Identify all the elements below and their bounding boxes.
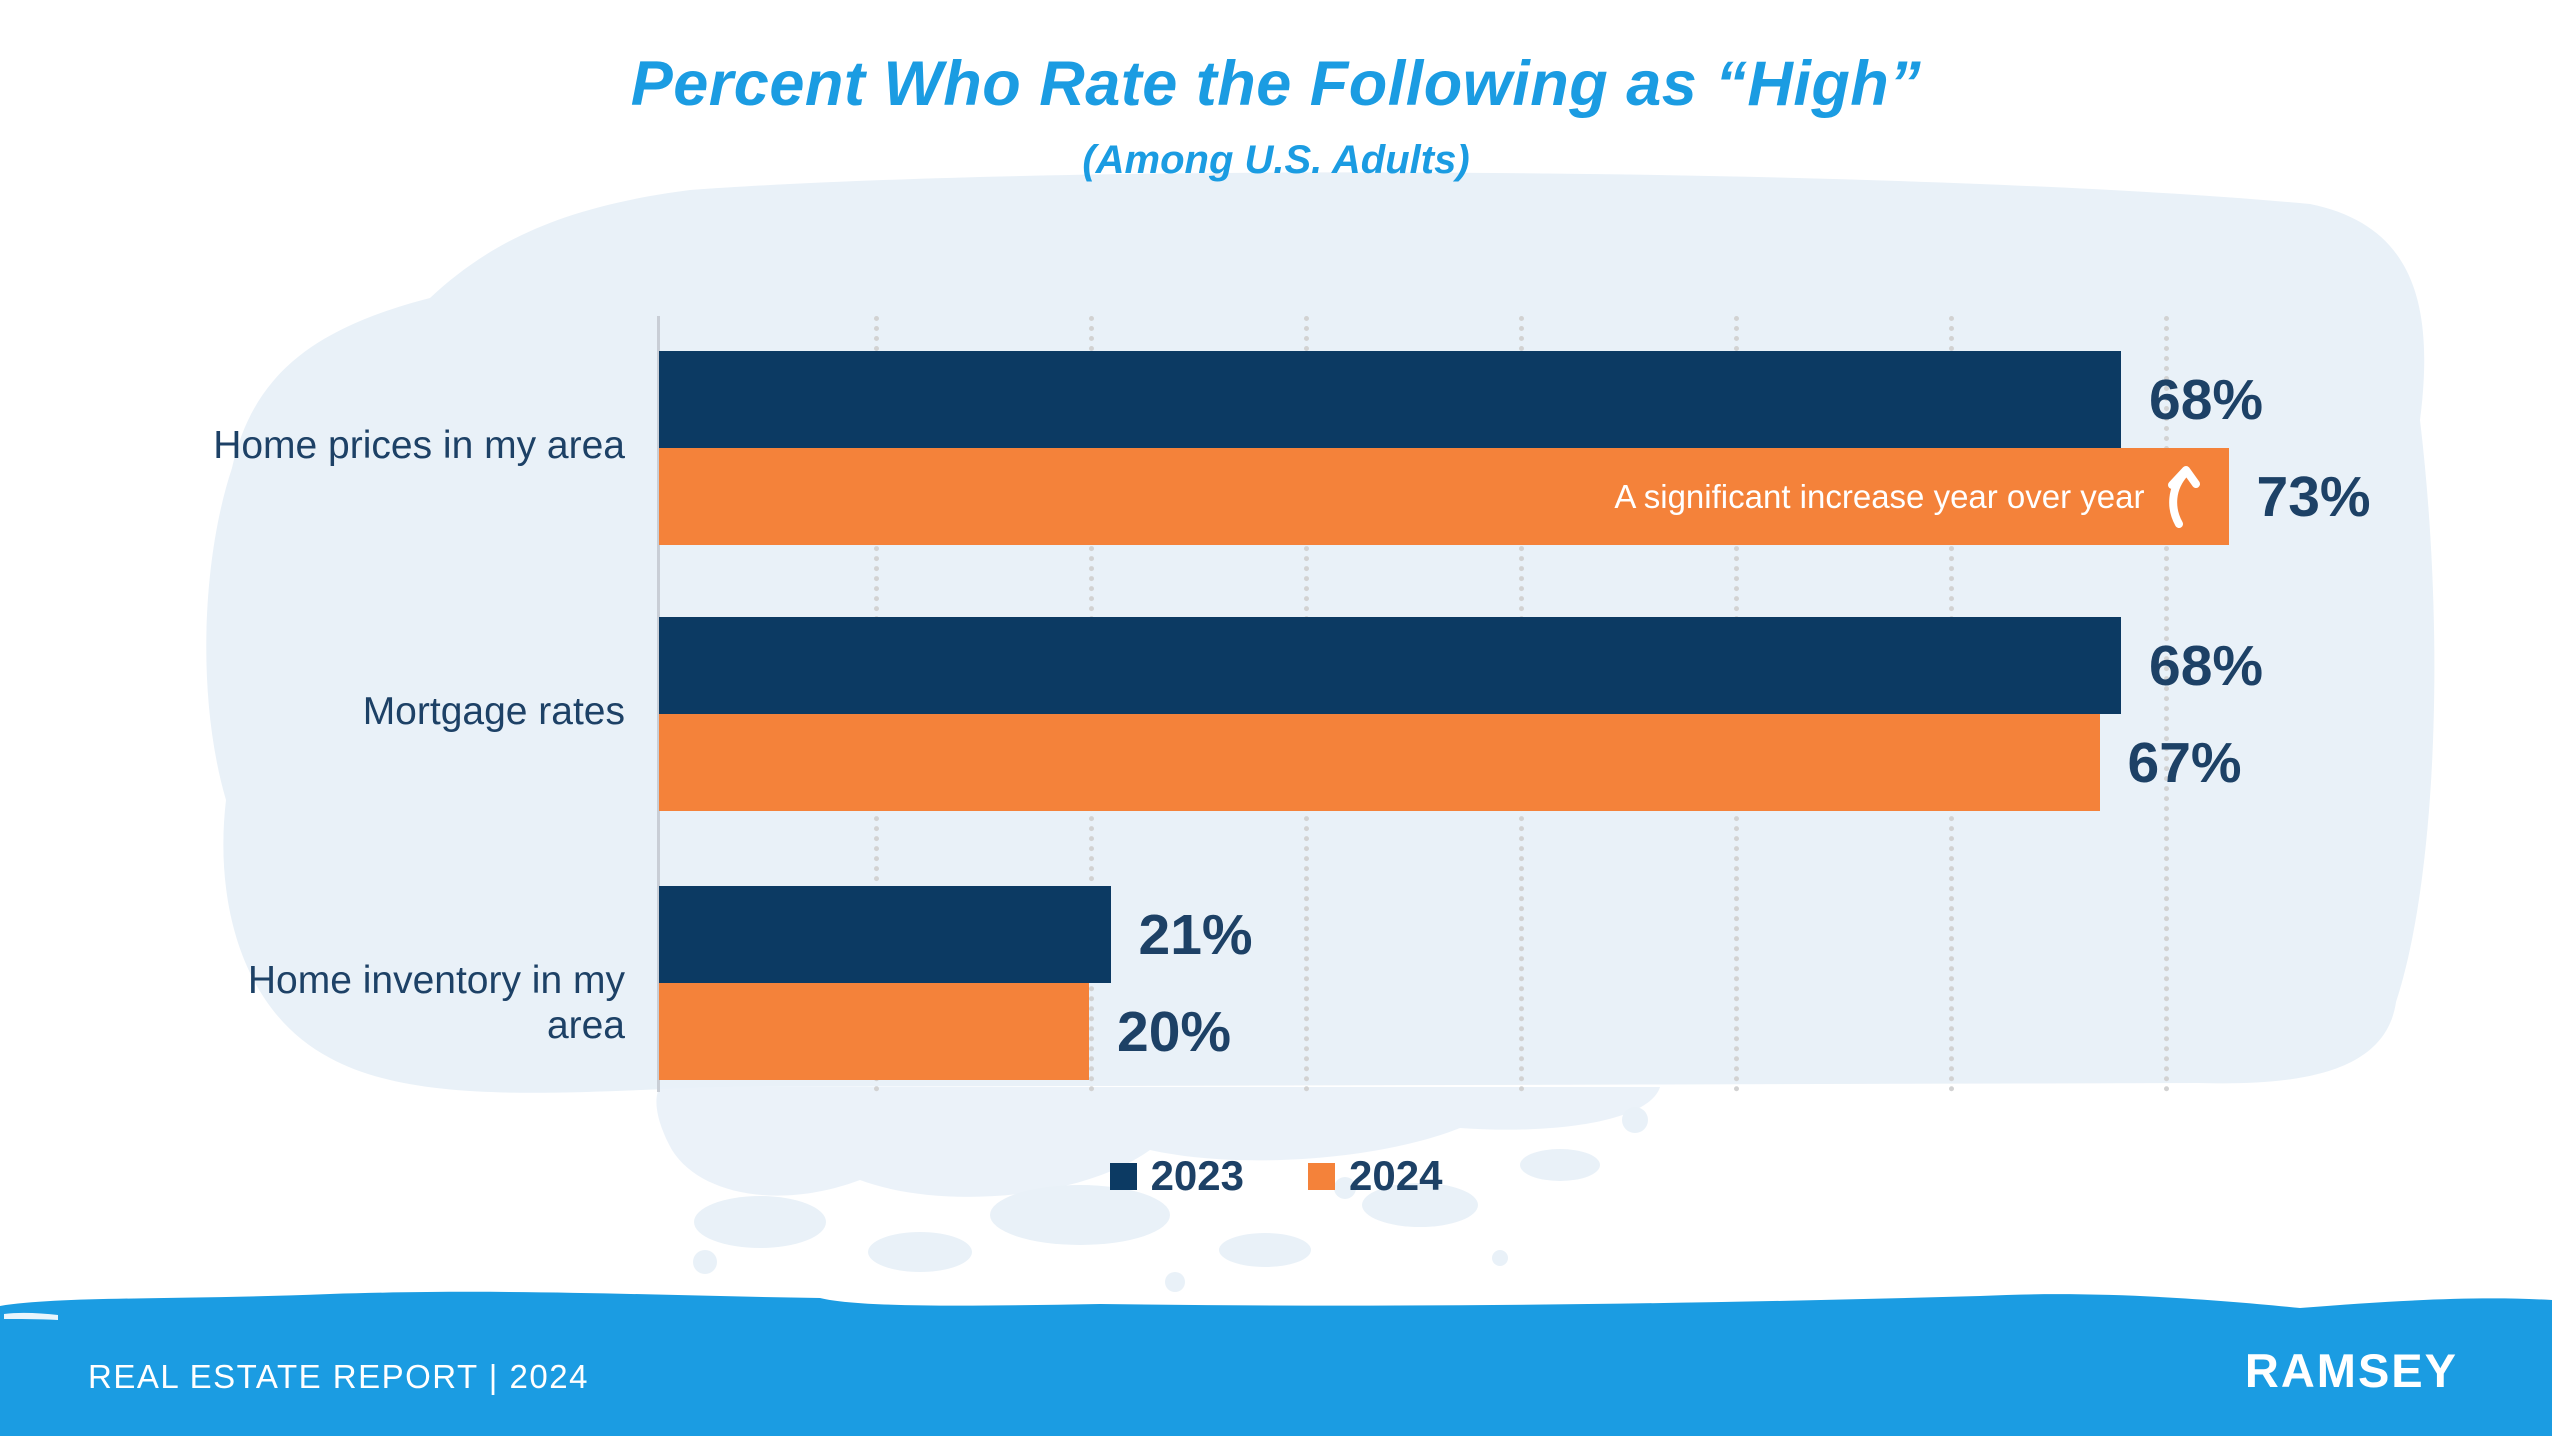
annotation-significant-increase: A significant increase year over year xyxy=(1614,448,2228,545)
footer-report-label: REAL ESTATE REPORT | 2024 xyxy=(88,1358,589,1395)
bar-2024 xyxy=(659,714,2100,811)
value-label-2024: 67% xyxy=(2127,730,2242,795)
legend-label: 2023 xyxy=(1150,1152,1244,1199)
y-axis-line xyxy=(657,316,660,1092)
bar-2024: A significant increase year over year xyxy=(659,448,2229,545)
category-label: Home inventory in my area xyxy=(247,959,625,1047)
legend-swatch-2024 xyxy=(1308,1162,1335,1190)
bar-2023 xyxy=(659,617,2121,714)
legend-item-2024: 2024 xyxy=(1308,1152,1442,1200)
value-label-2023: 68% xyxy=(2149,367,2264,432)
legend-swatch-2023 xyxy=(1109,1162,1137,1190)
chart-legend: 2023 2024 xyxy=(0,1152,2552,1200)
legend-item-2023: 2023 xyxy=(1109,1152,1244,1200)
value-label-2024: 20% xyxy=(1117,999,1232,1064)
value-label-2024: 73% xyxy=(2256,464,2371,529)
ramsey-logo: RAMSEY xyxy=(2244,1344,2458,1397)
gridline-70pct xyxy=(2164,316,2169,1092)
bar-2024 xyxy=(659,983,1089,1080)
category-label: Mortgage rates xyxy=(362,690,625,733)
legend-label: 2024 xyxy=(1349,1152,1443,1199)
category-label: Home prices in my area xyxy=(213,424,625,467)
bar-2023 xyxy=(659,886,1111,983)
annotation-text: A significant increase year over year xyxy=(1614,477,2145,515)
chart-subtitle: (Among U.S. Adults) xyxy=(1082,138,1470,182)
chart-title: Percent Who Rate the Following as “High” xyxy=(630,49,1922,119)
bar-2023 xyxy=(659,351,2121,448)
value-label-2023: 68% xyxy=(2149,633,2264,698)
up-arrow-icon xyxy=(2167,465,2200,528)
value-label-2023: 21% xyxy=(1138,902,1253,967)
